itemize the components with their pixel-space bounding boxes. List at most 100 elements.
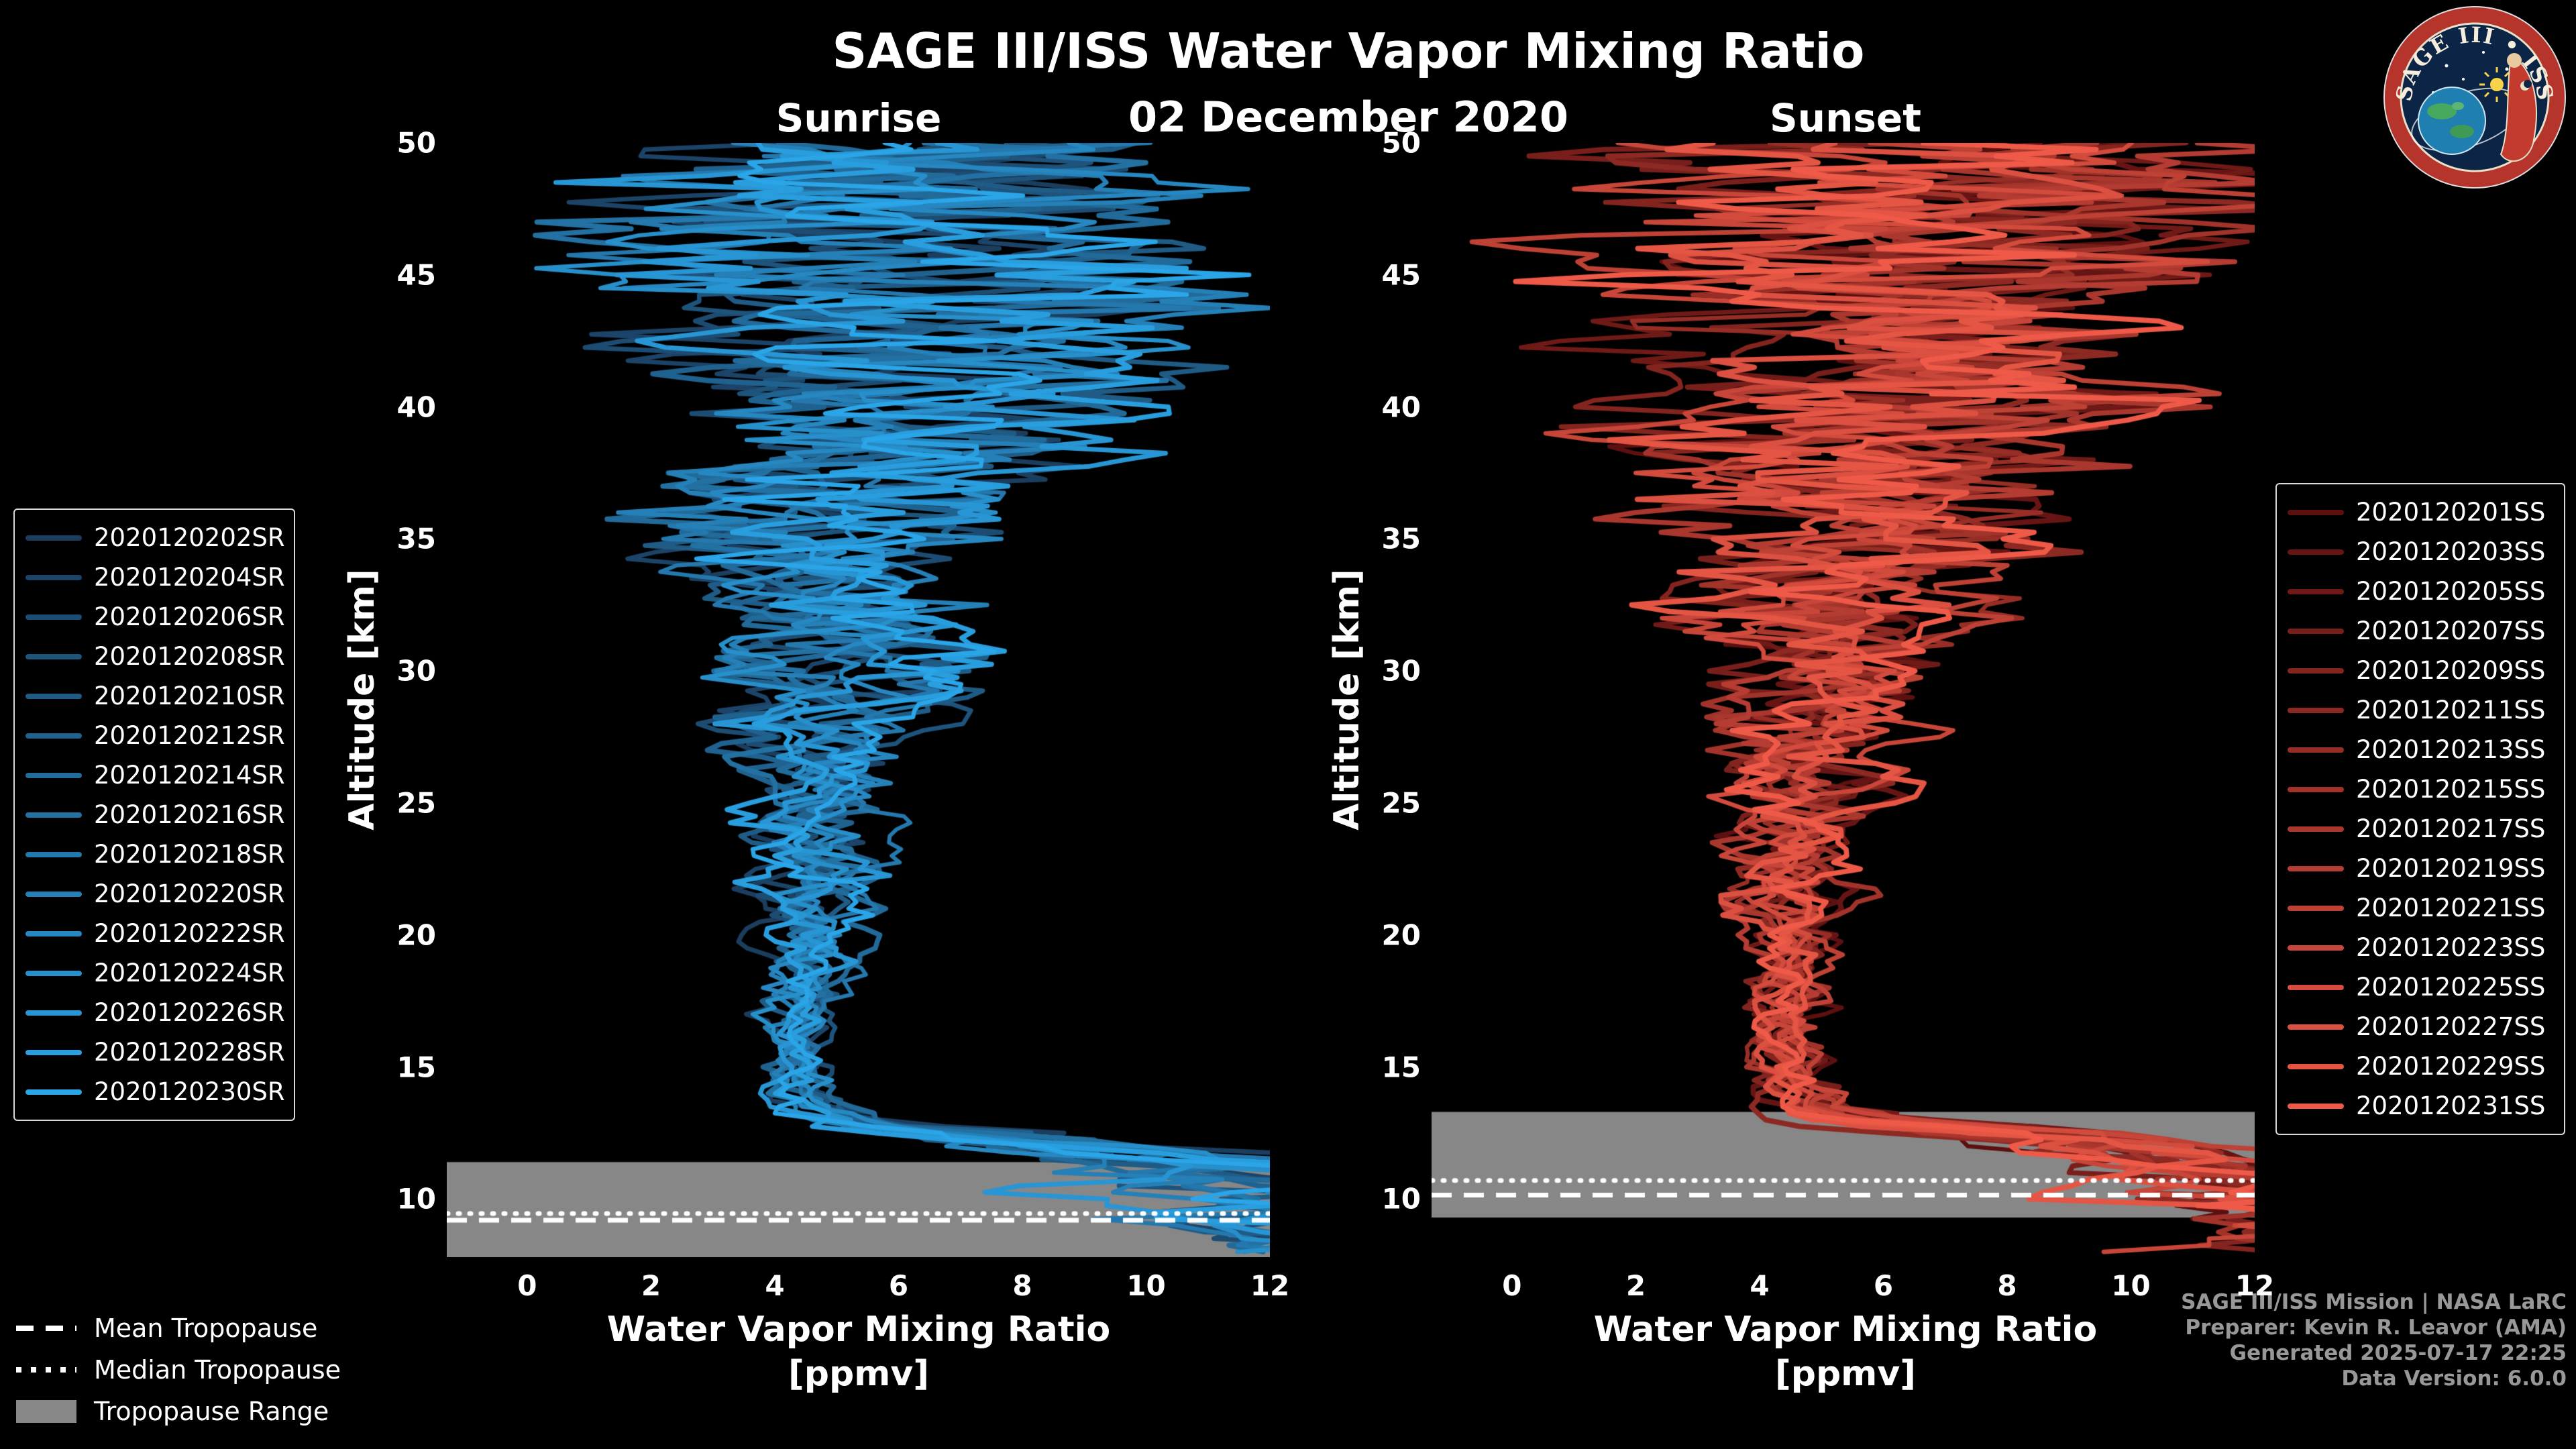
chart-title: SAGE III/ISS Water Vapor Mixing Ratio (832, 23, 1865, 79)
series-label: 2020120202SR (94, 523, 285, 552)
y-tick-label: 50 (1381, 126, 1421, 160)
series-label: 2020120211SS (2356, 696, 2546, 724)
series-color-swatch (25, 733, 82, 739)
y-tick-label: 45 (1381, 258, 1421, 292)
y-tick-label: 35 (1381, 522, 1421, 555)
logo-earth-icon (2418, 87, 2486, 155)
series-label: 2020120221SS (2356, 894, 2546, 922)
series-color-swatch (2288, 865, 2344, 871)
series-label: 2020120228SR (94, 1038, 285, 1067)
series-color-swatch (2288, 1063, 2344, 1069)
sunrise-profiles-plot (447, 143, 1270, 1257)
series-color-swatch (2288, 628, 2344, 634)
x-tick-label: 4 (1750, 1269, 1770, 1302)
legend-item: 2020120230SR (25, 1072, 285, 1112)
series-color-swatch (2288, 707, 2344, 713)
series-label: 2020120206SR (94, 602, 285, 631)
series-color-swatch (25, 851, 82, 857)
legend-item: 2020120224SR (25, 953, 285, 993)
sunset-panel-title: Sunset (1770, 95, 1921, 141)
legend-item: 2020120206SR (25, 597, 285, 637)
y-tick-label: 25 (1381, 786, 1421, 820)
dotted-line-icon (16, 1367, 76, 1373)
series-color-swatch (25, 970, 82, 976)
series-label: 2020120212SR (94, 721, 285, 750)
y-tick-label: 15 (396, 1051, 436, 1084)
legend-item: 2020120208SR (25, 637, 285, 676)
legend-item: 2020120209SS (2288, 651, 2553, 690)
x-tick-label: 12 (2235, 1269, 2275, 1302)
series-label: 2020120209SS (2356, 656, 2546, 685)
series-label: 2020120210SR (94, 682, 285, 710)
legend-item: 2020120210SR (25, 676, 285, 716)
legend-item: 2020120227SS (2288, 1007, 2553, 1046)
series-label: 2020120217SS (2356, 814, 2546, 843)
attribution-mission: SAGE III/ISS Mission | NASA LaRC (2181, 1290, 2567, 1314)
series-color-swatch (2288, 549, 2344, 555)
sunset-x-axis-units: [ppmv] (1774, 1354, 1917, 1394)
series-label: 2020120201SS (2356, 498, 2546, 527)
logo-moon-icon (2520, 80, 2532, 91)
x-tick-label: 6 (1873, 1269, 1894, 1302)
series-label: 2020120222SR (94, 919, 285, 948)
series-color-swatch (2288, 588, 2344, 594)
series-color-swatch (2288, 945, 2344, 951)
series-color-swatch (2288, 667, 2344, 674)
series-label: 2020120205SS (2356, 577, 2546, 606)
sunset-series-legend: 2020120201SS 2020120203SS 2020120205SS 2020… (2275, 483, 2565, 1135)
series-color-swatch (2288, 1024, 2344, 1030)
legend-item: 2020120220SR (25, 874, 285, 914)
series-color-swatch (2288, 747, 2344, 753)
tropopause-range-legend-item: Tropopause Range (16, 1393, 341, 1430)
x-tick-label: 0 (517, 1269, 537, 1302)
series-color-swatch (25, 574, 82, 580)
sunset-x-axis-label: Water Vapor Mixing Ratio (1593, 1309, 2098, 1350)
legend-item: 2020120221SS (2288, 888, 2553, 928)
x-tick-label: 12 (1250, 1269, 1290, 1302)
series-color-swatch (25, 1089, 82, 1095)
x-tick-label: 8 (1012, 1269, 1032, 1302)
series-color-swatch (2288, 984, 2344, 990)
legend-item: 2020120205SS (2288, 572, 2553, 611)
y-tick-label: 15 (1381, 1051, 1421, 1084)
y-tick-label: 20 (1381, 918, 1421, 952)
attribution-preparer: Preparer: Kevin R. Leavor (AMA) (2185, 1316, 2567, 1340)
series-color-swatch (2288, 786, 2344, 792)
series-color-swatch (25, 930, 82, 936)
x-tick-label: 4 (765, 1269, 785, 1302)
series-color-swatch (25, 614, 82, 620)
sunrise-y-axis-label: Altitude [km] (342, 569, 382, 830)
series-color-swatch (25, 693, 82, 699)
series-color-swatch (25, 1010, 82, 1016)
legend-item: 2020120223SS (2288, 928, 2553, 967)
series-color-swatch (25, 891, 82, 897)
date-label: 02 December 2020 (1128, 93, 1568, 142)
series-color-swatch (25, 812, 82, 818)
series-color-swatch (2288, 826, 2344, 832)
y-tick-label: 25 (396, 786, 436, 820)
legend-item: 2020120215SS (2288, 769, 2553, 809)
series-label: 2020120214SR (94, 761, 285, 790)
x-tick-label: 8 (1997, 1269, 2017, 1302)
y-tick-label: 20 (396, 918, 436, 952)
series-color-swatch (25, 1049, 82, 1055)
legend-item: 2020120225SS (2288, 967, 2553, 1007)
legend-item: 2020120217SS (2288, 809, 2553, 849)
y-tick-label: 35 (396, 522, 436, 555)
series-label: 2020120203SS (2356, 537, 2546, 566)
y-tick-label: 50 (396, 126, 436, 160)
legend-item: 2020120212SR (25, 716, 285, 755)
mean-tropopause-label: Mean Tropopause (94, 1313, 318, 1343)
series-label: 2020120215SS (2356, 775, 2546, 804)
dashed-line-icon (16, 1326, 76, 1331)
series-label: 2020120216SR (94, 800, 285, 829)
series-label: 2020120220SR (94, 879, 285, 908)
series-label: 2020120225SS (2356, 973, 2546, 1002)
y-tick-label: 30 (396, 654, 436, 688)
legend-item: 2020120204SR (25, 557, 285, 597)
y-tick-label: 10 (396, 1182, 436, 1216)
series-label: 2020120218SR (94, 840, 285, 869)
x-tick-label: 2 (641, 1269, 661, 1302)
series-label: 2020120231SS (2356, 1091, 2546, 1120)
